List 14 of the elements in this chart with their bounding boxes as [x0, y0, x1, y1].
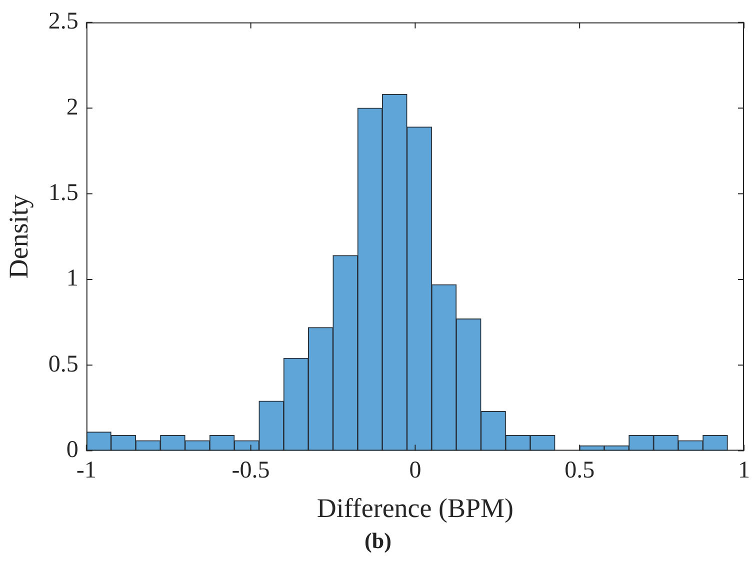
y-tick-label: 2	[66, 94, 78, 120]
text: (b)	[364, 528, 392, 554]
y-tick-label: 2.5	[48, 8, 78, 35]
x-axis-title: Difference (BPM)	[316, 492, 514, 523]
x-tick-label: 0.5	[564, 457, 595, 484]
y-tick-label: 1	[66, 266, 78, 292]
y-tick-label: 0.5	[48, 351, 78, 378]
x-tick-label: 0	[409, 457, 422, 484]
x-tick-label: 1	[738, 457, 750, 484]
x-tick-label: -0.5	[232, 457, 270, 484]
y-tick-label: 1.5	[48, 180, 78, 206]
y-axis-title: Density	[3, 194, 34, 279]
y-tick-label: 0	[66, 437, 78, 464]
x-tick-label: -1	[76, 457, 96, 484]
